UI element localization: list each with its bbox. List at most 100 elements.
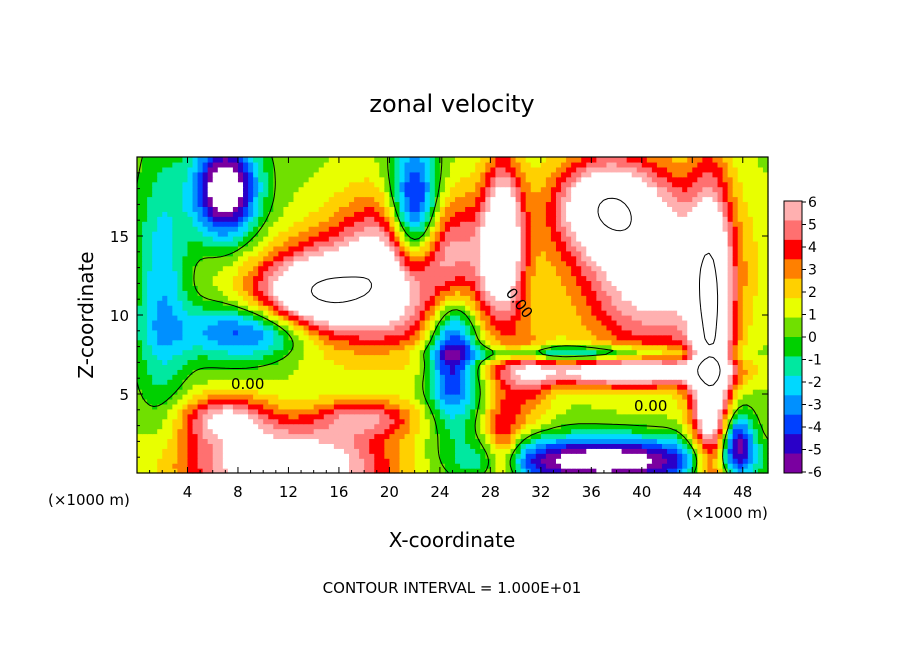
field-cell [177,349,184,356]
field-cell [444,379,451,385]
field-cell [323,413,330,420]
field-cell [258,463,264,469]
field-cell [747,339,754,346]
field-cell [621,359,628,365]
field-cell [147,394,153,400]
field-cell [349,344,355,351]
field-cell [596,295,603,301]
field-cell [697,285,703,291]
field-cell [217,364,224,370]
field-cell [374,295,380,301]
field-cell [470,394,476,400]
field-cell [333,428,340,435]
field-cell [157,448,163,454]
field-cell [152,369,158,375]
field-cell [586,463,592,469]
field-cell [717,295,724,301]
field-cell [152,413,158,420]
field-cell [177,334,184,341]
field-cell [455,438,461,444]
field-cell [722,403,729,410]
field-cell [263,344,269,351]
field-cell [510,403,517,410]
field-cell [455,389,461,395]
field-cell [137,349,143,356]
field-cell [288,319,295,326]
field-cell [157,428,163,435]
field-cell [611,324,618,331]
field-cell [616,369,623,375]
field-cell [591,413,597,420]
field-cell [187,359,194,365]
field-cell [374,354,380,361]
field-cell [550,349,557,356]
field-cell [737,324,744,331]
field-cell [263,324,269,331]
field-cell [631,310,638,316]
field-cell [540,310,547,316]
field-cell [318,319,325,326]
field-cell [293,418,300,425]
field-cell [243,384,249,390]
field-cell [626,389,633,395]
field-cell [550,394,557,400]
field-cell [162,408,168,415]
field-cell [631,453,638,459]
field-cell [697,315,703,321]
field-cell [167,319,173,326]
field-cell [687,339,693,346]
field-cell [217,418,224,425]
field-cell [656,438,663,444]
field-cell [470,290,476,296]
field-cell [288,463,295,469]
field-cell [682,275,688,282]
field-cell [268,418,274,425]
field-cell [222,344,229,351]
field-cell [732,398,739,405]
field-cell [318,403,325,410]
field-cell [555,300,562,306]
field-cell [152,448,158,454]
field-cell [253,394,259,400]
field-cell [682,339,688,346]
field-cell [374,403,380,410]
field-cell [192,275,199,282]
field-cell [243,364,249,370]
field-cell [444,295,451,301]
field-cell [480,369,486,375]
field-cell [142,359,148,365]
field-cell [384,428,390,435]
field-cell [137,310,143,316]
field-cell [545,448,552,454]
field-cell [591,295,597,301]
field-cell [152,394,158,400]
field-cell [717,290,724,296]
field-cell [500,334,507,341]
field-cell [449,394,456,400]
field-cell [566,403,572,410]
field-cell [757,319,764,326]
field-cell [515,374,522,380]
field-cell [232,329,239,336]
field-cell [303,324,310,331]
field-cell [727,413,734,420]
field-cell [465,384,471,390]
field-cell [651,433,658,440]
field-cell [677,369,683,375]
field-cell [197,379,204,385]
field-cell [606,324,613,331]
field-cell [212,394,219,400]
field-cell [747,344,754,351]
field-cell [747,423,754,430]
field-cell [419,310,426,316]
field-cell [197,398,204,405]
field-cell [187,428,194,435]
field-cell [182,349,189,356]
field-cell [641,379,648,385]
field-cell [737,379,744,385]
field-cell [586,374,592,380]
field-cell [192,315,199,321]
field-cell [157,443,163,449]
field-cell [540,275,547,282]
field-cell [500,369,507,375]
